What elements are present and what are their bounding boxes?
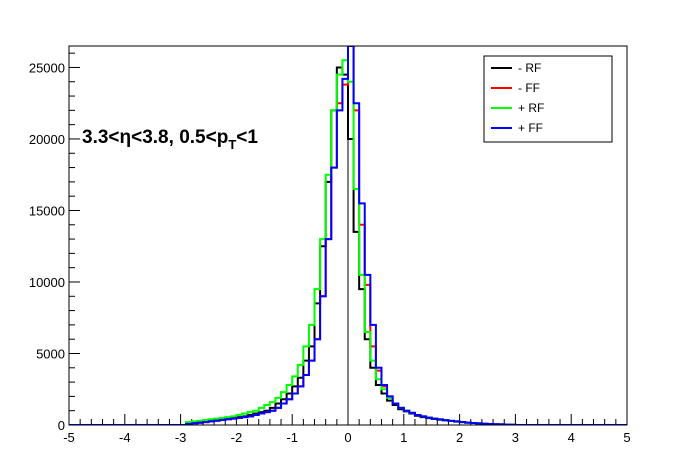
x-tick-label: -2: [231, 430, 243, 445]
y-tick-label: 25000: [29, 60, 65, 75]
x-tick-label: 2: [456, 430, 463, 445]
legend: - RF - FF + RF + FF: [483, 55, 613, 143]
legend-entries: - RF - FF + RF + FF: [491, 61, 544, 135]
x-tick-label: 5: [623, 430, 630, 445]
y-tick-label: 20000: [29, 132, 65, 147]
y-tick-label: 15000: [29, 203, 65, 218]
x-tick-label: 0: [344, 430, 351, 445]
x-tick-label: 4: [568, 430, 575, 445]
x-tick-label: -3: [175, 430, 187, 445]
plot-frame: [68, 45, 628, 426]
legend-label: + FF: [518, 121, 543, 135]
y-tick-label: 5000: [36, 346, 65, 361]
x-tick-label: -1: [286, 430, 298, 445]
x-tick-label: 3: [512, 430, 519, 445]
legend-label: - RF: [518, 61, 541, 75]
legend-label: - FF: [518, 81, 540, 95]
x-tick-label: -4: [119, 430, 131, 445]
axes: -5 -4 -3 -2 -1 0 1 2 3 4 5 0 5000 10000 15000 20000 2500…: [29, 52, 631, 445]
series-layer: [69, 46, 627, 425]
x-tick-label: 1: [400, 430, 407, 445]
x-tick-label: -5: [63, 430, 75, 445]
legend-label: + RF: [518, 101, 544, 115]
kinematic-annotation: 3.3<η<3.8, 0.5<pT<1: [82, 127, 258, 152]
y-tick-label: 0: [58, 418, 65, 433]
y-tick-label: 10000: [29, 275, 65, 290]
series-4-histogram: [69, 46, 627, 425]
